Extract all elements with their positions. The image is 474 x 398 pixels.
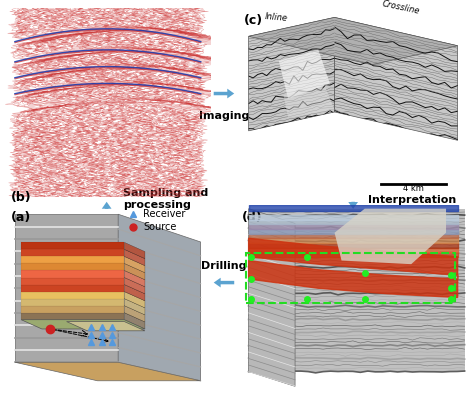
Polygon shape	[124, 263, 145, 280]
Text: Drilling: Drilling	[201, 261, 246, 271]
Polygon shape	[283, 87, 335, 118]
Polygon shape	[248, 18, 457, 64]
Polygon shape	[124, 298, 145, 315]
Polygon shape	[124, 271, 145, 287]
Polygon shape	[21, 256, 124, 263]
Polygon shape	[21, 306, 124, 313]
Polygon shape	[335, 209, 446, 264]
Polygon shape	[21, 263, 124, 271]
Text: Inline: Inline	[265, 12, 289, 23]
Text: (c): (c)	[244, 14, 263, 27]
Polygon shape	[21, 298, 124, 306]
Polygon shape	[66, 322, 145, 331]
Polygon shape	[15, 214, 118, 362]
Polygon shape	[21, 292, 124, 298]
Text: Interpretation: Interpretation	[368, 195, 456, 205]
Polygon shape	[124, 277, 145, 294]
Polygon shape	[279, 49, 330, 99]
Polygon shape	[248, 238, 457, 298]
Polygon shape	[124, 313, 145, 329]
Polygon shape	[124, 306, 145, 322]
Polygon shape	[21, 250, 124, 256]
Polygon shape	[248, 209, 465, 372]
Polygon shape	[248, 209, 295, 386]
Polygon shape	[335, 18, 457, 140]
Polygon shape	[124, 292, 145, 308]
Polygon shape	[21, 271, 124, 277]
Text: (b): (b)	[11, 191, 32, 204]
Text: (d): (d)	[242, 211, 262, 224]
Text: (a): (a)	[11, 211, 31, 224]
Polygon shape	[248, 18, 335, 131]
Text: Crossline: Crossline	[381, 0, 420, 16]
Polygon shape	[21, 313, 124, 320]
Polygon shape	[21, 320, 145, 329]
Text: Imaging: Imaging	[199, 111, 249, 121]
Text: Receiver: Receiver	[143, 209, 185, 219]
Polygon shape	[21, 242, 124, 250]
Polygon shape	[21, 285, 124, 292]
Polygon shape	[124, 250, 145, 266]
Polygon shape	[124, 285, 145, 301]
Text: 4 km: 4 km	[403, 184, 424, 193]
Text: Source: Source	[143, 222, 176, 232]
Polygon shape	[124, 242, 145, 259]
Polygon shape	[118, 214, 201, 381]
Polygon shape	[21, 277, 124, 285]
Text: Sampling and
processing: Sampling and processing	[123, 188, 209, 210]
Polygon shape	[15, 362, 201, 381]
Polygon shape	[124, 256, 145, 273]
